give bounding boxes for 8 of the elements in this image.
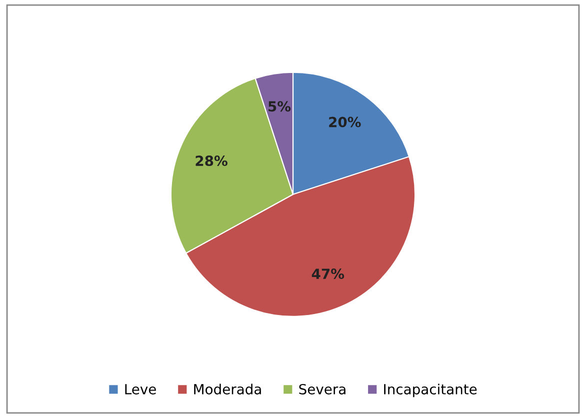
data-label: 5% xyxy=(268,101,291,112)
legend-label: Severa xyxy=(299,384,346,394)
data-label: 20% xyxy=(329,116,361,128)
data-label: 47% xyxy=(312,268,344,280)
legend-label: Incapacitante xyxy=(384,384,477,398)
legend-label: Leve xyxy=(125,384,156,394)
data-label: 28% xyxy=(196,156,228,166)
legend-label: Moderada xyxy=(194,384,261,394)
